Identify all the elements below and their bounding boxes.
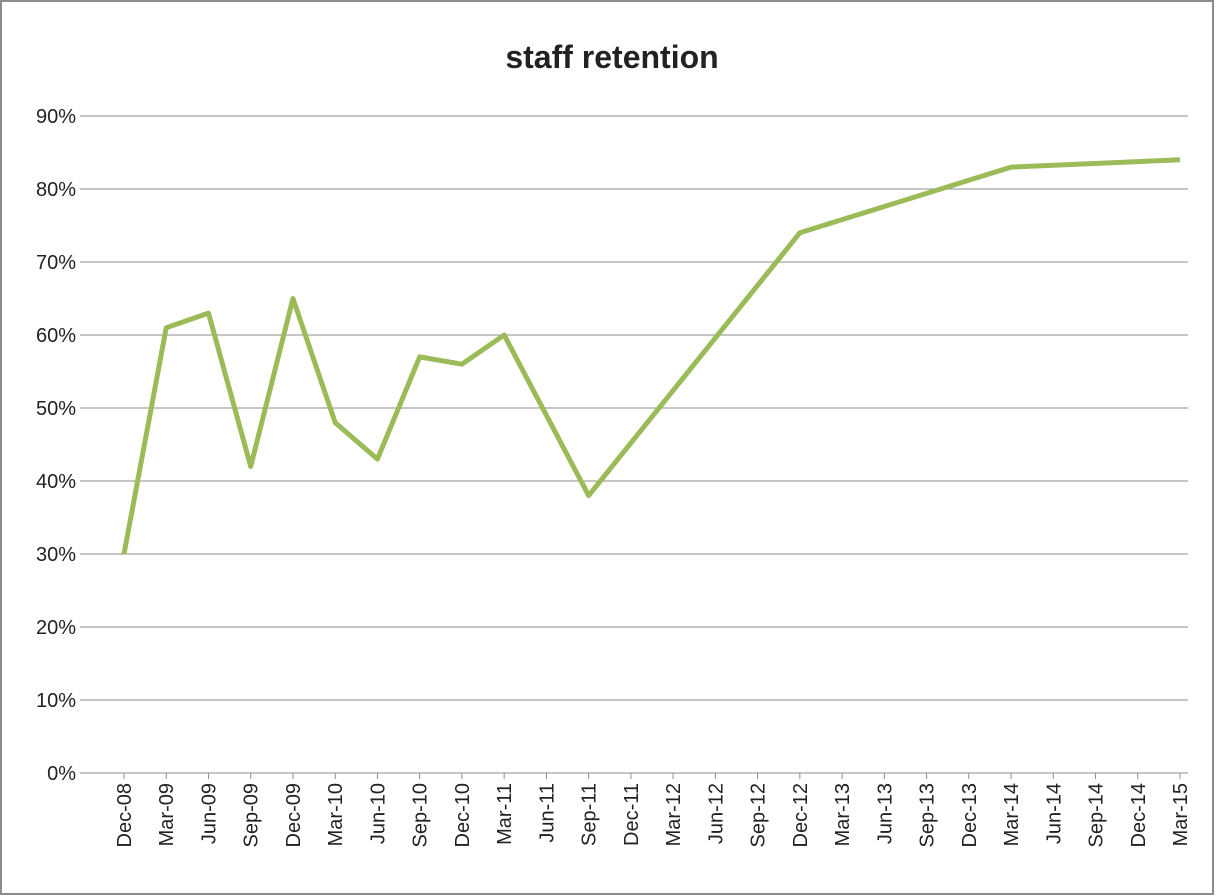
x-tick-label: Dec-09 [283,783,305,847]
x-tick-label: Dec-08 [114,783,136,847]
x-tick-label: Sep-14 [1086,783,1108,848]
x-tick-label: Sep-09 [241,783,263,848]
y-tick-label: 10% [36,690,76,712]
y-tick-label: 80% [36,179,76,201]
x-tick-label: Mar-10 [325,783,347,846]
y-tick-label: 40% [36,471,76,493]
x-tick-label: Dec-14 [1128,783,1150,847]
x-tick-label: Dec-13 [959,783,981,847]
x-tick-label: Mar-12 [663,783,685,846]
series-line [121,157,1181,555]
x-tick-label: Sep-10 [410,783,432,848]
x-tick-label: Mar-11 [494,783,516,845]
x-tick-label: Dec-12 [790,783,812,847]
y-tick-label: 70% [36,252,76,274]
x-tick-label: Sep-12 [748,783,770,848]
y-tick-label: 90% [36,106,76,128]
x-tick-label: Dec-11 [621,783,643,846]
y-tick-label: 50% [36,398,76,420]
x-tick-label: Sep-13 [917,783,939,848]
x-tick-label: Mar-09 [156,783,178,846]
y-tick-label: 60% [36,325,76,347]
x-tick-label: Jun-13 [874,783,896,844]
y-tick-label: 30% [36,544,76,566]
x-tick-label: Jun-09 [198,783,220,844]
x-tick-label: Mar-15 [1170,783,1192,846]
x-tick-label: Jun-11 [536,783,558,843]
x-tick-label: Mar-14 [1001,783,1023,846]
x-tick-label: Jun-10 [367,783,389,844]
x-tick-label: Sep-11 [579,783,601,846]
x-tick-label: Jun-14 [1043,783,1065,844]
y-tick-label: 0% [47,763,76,785]
chart-title: staff retention [505,39,718,75]
x-tick-label: Jun-12 [705,783,727,844]
x-tick-label: Dec-10 [452,783,474,847]
x-tick-label: Mar-13 [832,783,854,846]
y-tick-label: 20% [36,617,76,639]
